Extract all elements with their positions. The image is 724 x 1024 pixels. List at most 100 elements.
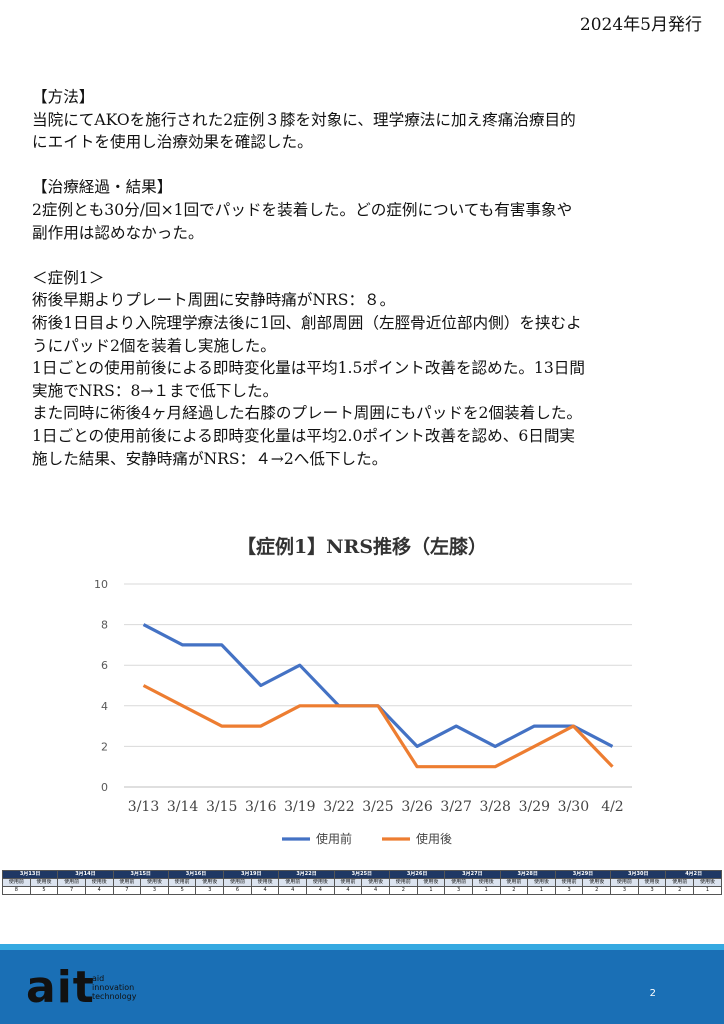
table-value-cell: 7 — [57, 886, 86, 895]
x-tick-label: 3/27 — [440, 799, 471, 815]
case1-line: 術後早期よりプレート周囲に安静時痛がNRS：８。 — [32, 291, 396, 310]
table-value-cell: 2 — [499, 886, 529, 895]
series-line — [142, 623, 614, 748]
table-date-cell: 3月14日 — [57, 870, 114, 879]
table-value-cell: 4 — [84, 886, 114, 895]
page-number: 2 — [649, 988, 656, 999]
table-value-cell: 1 — [416, 886, 446, 895]
table-subheader-cell: 使用前 — [2, 878, 31, 887]
table-subheader-cell: 使用前 — [223, 878, 252, 887]
chart-legend: 使用前 使用後 — [282, 831, 452, 846]
table-subheader-cell: 使用前 — [499, 878, 529, 887]
case1-heading: ＜症例1＞ — [32, 268, 105, 287]
x-tick-label: 3/26 — [401, 799, 433, 815]
y-tick-label: 8 — [101, 619, 108, 632]
table-date-row: 3月13日 3月14日 3月15日 3月16日 3月19日 3月22日 3月25日 3月26日… — [1, 870, 722, 879]
table-value-cell: 4 — [250, 886, 280, 895]
y-tick-label: 4 — [101, 700, 108, 713]
y-axis-labels: 0 2 4 6 8 10 — [94, 578, 108, 794]
table-date-cell: 3月22日 — [278, 870, 335, 879]
table-date-cell: 3月15日 — [112, 870, 169, 879]
table-value-cell: 5 — [167, 886, 197, 895]
table-value-cell: 3 — [637, 886, 667, 895]
table-subheader-cell: 使用後 — [637, 878, 667, 887]
table-subheader-cell: 使用後 — [250, 878, 280, 887]
table-subheader-cell: 使用後 — [306, 878, 335, 887]
y-tick-label: 2 — [101, 740, 108, 753]
table-date-cell: 3月25日 — [333, 870, 390, 879]
legend-label: 使用前 — [316, 831, 352, 846]
x-tick-label: 3/25 — [362, 799, 393, 815]
case1-line: 施した結果、安静時痛がNRS：４→2へ低下した。 — [32, 449, 388, 468]
body-text: 【方法】 当院にてAKOを施行された2症例３膝を対象に、理学療法に加え疼痛治療目… — [32, 86, 702, 470]
table-subheader-cell: 使用後 — [140, 878, 169, 887]
x-tick-label: 3/15 — [206, 799, 237, 815]
table-value-cell: 2 — [582, 886, 612, 895]
case1-line: また同時に術後4ヶ月経過した右膝のプレート周囲にもパッドを2個装着した。 — [32, 404, 583, 423]
table-value-cell: 3 — [610, 886, 639, 895]
table-value-cell: 1 — [471, 886, 501, 895]
series-line — [142, 684, 614, 769]
case1-line: うにパッド2個を装着し実施した。 — [32, 336, 276, 355]
x-tick-label: 3/29 — [519, 799, 550, 815]
table-subheader-cell: 使用前 — [167, 878, 197, 887]
footer-bar: ait aid innovation technology 2 — [0, 950, 724, 1024]
footer-accent-stripe — [0, 944, 724, 950]
y-tick-label: 6 — [101, 659, 108, 672]
table-value-cell: 2 — [665, 886, 695, 895]
x-tick-label: 3/22 — [323, 799, 354, 815]
nrs-data-table: 3月13日 3月14日 3月15日 3月16日 3月19日 3月22日 3月25日 3月26日… — [1, 870, 722, 895]
x-tick-label: 3/30 — [558, 799, 589, 815]
logo-line: aid — [92, 974, 105, 983]
table-date-cell: 3月13日 — [1, 870, 59, 879]
table-value-cell: 7 — [112, 886, 142, 895]
x-tick-label: 4/2 — [601, 799, 624, 815]
table-date-cell: 3月27日 — [444, 870, 501, 879]
ait-logo: ait aid innovation technology — [26, 966, 166, 1010]
x-tick-label: 3/16 — [245, 799, 277, 815]
chart-grid — [124, 583, 632, 788]
table-subheader-cell: 使用後 — [582, 878, 612, 887]
methods-line: 当院にてAKOを施行された2症例３膝を対象に、理学療法に加え疼痛治療目的 — [32, 110, 576, 129]
results-line: 2症例とも30分/回×1回でパッドを装着した。どの症例についても有害事象や — [32, 200, 573, 219]
table-subheader-cell: 使用後 — [84, 878, 114, 887]
chart-lines — [142, 623, 614, 769]
table-subheader-cell: 使用後 — [29, 878, 59, 887]
table-value-cell: 4 — [333, 886, 363, 895]
case1-line: 術後1日目より入院理学療法後に1回、創部周囲（左脛骨近位部内側）を挟むよ — [32, 313, 582, 332]
publish-date: 2024年5月発行 — [579, 15, 702, 35]
table-subheader-cell: 使用後 — [471, 878, 501, 887]
methods-line: にエイトを使用し治療効果を確認した。 — [32, 133, 313, 152]
table-subheader-cell: 使用前 — [333, 878, 363, 887]
table-subheader-cell: 使用前 — [665, 878, 695, 887]
table-subheader-cell: 使用後 — [693, 878, 722, 887]
table-date-cell: 3月30日 — [610, 870, 667, 879]
table-value-cell: 3 — [444, 886, 473, 895]
table-subheader-cell: 使用前 — [112, 878, 142, 887]
case1-line: 実施でNRS：8→１まで低下した。 — [32, 381, 279, 400]
table-subheader-cell: 使用前 — [554, 878, 584, 887]
table-date-cell: 3月19日 — [223, 870, 280, 879]
table-subheader-row: 使用前 使用後 使用前 使用後 使用前 使用後 使用前 使用後 使用前 使用後 使用前 使用後 使用前使… — [2, 878, 722, 887]
x-tick-label: 3/28 — [480, 799, 511, 815]
table-date-cell: 3月28日 — [499, 870, 556, 879]
table-subheader-cell: 使用前 — [388, 878, 418, 887]
table-date-cell: 3月29日 — [554, 870, 612, 879]
table-date-cell: 3月16日 — [167, 870, 225, 879]
table-value-cell: 3 — [554, 886, 584, 895]
table-subheader-cell: 使用前 — [444, 878, 473, 887]
table-value-cell: 3 — [140, 886, 169, 895]
table-value-cell: 2 — [388, 886, 418, 895]
nrs-line-chart: 0 2 4 6 8 10 3/13 3/14 3/15 3/16 3/19 3/22 3/25 3/26… — [94, 578, 632, 846]
table-value-cell: 8 — [2, 886, 31, 895]
x-axis-labels: 3/13 3/14 3/15 3/16 3/19 3/22 3/25 3/26 3/27 3/28… — [128, 799, 624, 815]
x-tick-label: 3/13 — [128, 799, 159, 815]
table-subheader-cell: 使用後 — [416, 878, 446, 887]
case1-line: 1日ごとの使用前後による即時変化量は平均1.5ポイント改善を認めた。13日間 — [32, 359, 585, 378]
logo-mark: ait — [26, 962, 95, 1013]
y-tick-label: 10 — [94, 578, 108, 591]
table-subheader-cell: 使用前 — [57, 878, 86, 887]
y-tick-label: 0 — [101, 781, 108, 794]
x-tick-label: 3/14 — [167, 799, 199, 815]
